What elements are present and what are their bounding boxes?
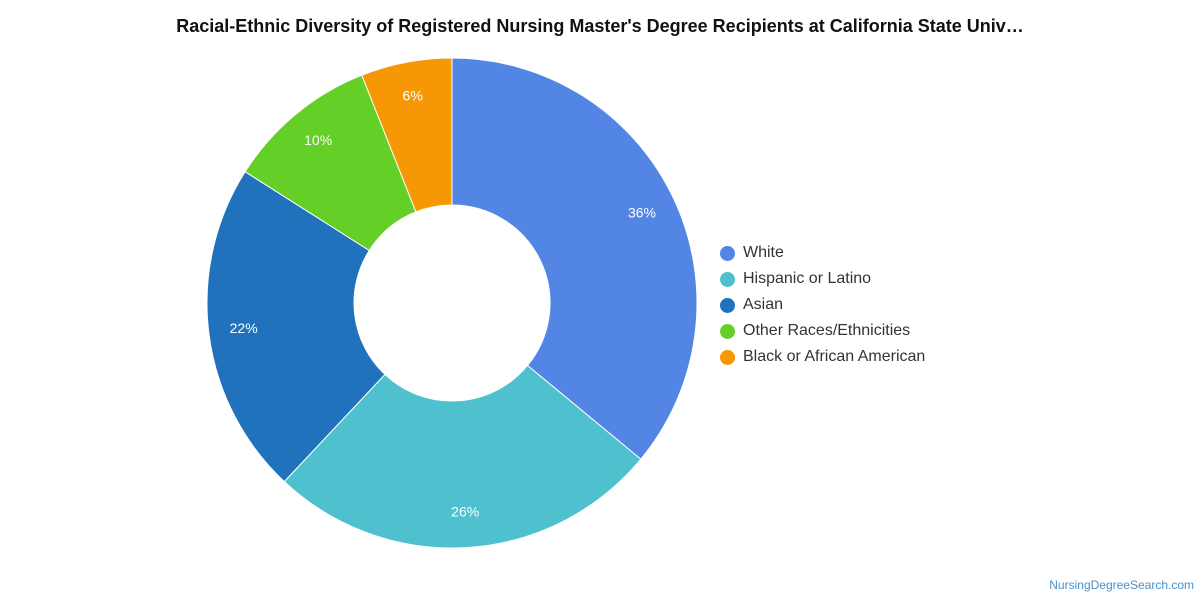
slice-hispanic-or-latino[interactable] — [283, 364, 642, 549]
slice-label: 26% — [451, 503, 479, 519]
legend-swatch — [720, 323, 735, 339]
legend-label: Hispanic or Latino — [743, 270, 872, 287]
legend-swatch — [720, 271, 735, 287]
source-credit[interactable]: NursingDegreeSearch.com — [1049, 578, 1194, 592]
slice-white[interactable] — [451, 57, 698, 460]
slice-label: 36% — [628, 204, 656, 220]
slice-asian[interactable] — [206, 171, 386, 483]
legend-label: White — [743, 244, 784, 261]
legend-item-black-or-african-american[interactable]: Black or African American — [720, 344, 1020, 370]
legend-label: Other Races/Ethnicities — [743, 322, 911, 339]
legend-item-hispanic-or-latino[interactable]: Hispanic or Latino — [720, 266, 1020, 292]
legend-item-white[interactable]: White — [720, 240, 1020, 266]
slice-labels: 36% 26% 22% 10% 6% — [230, 87, 656, 519]
slice-black-or-african-american[interactable] — [361, 57, 453, 213]
legend-swatch — [720, 245, 735, 261]
slice-label: 22% — [230, 320, 258, 336]
slice-label: 6% — [403, 87, 423, 103]
legend-item-asian[interactable]: Asian — [720, 292, 1020, 318]
slice-label: 10% — [304, 132, 332, 148]
donut-slices — [206, 57, 698, 549]
legend-swatch — [720, 349, 735, 365]
legend-item-other-races[interactable]: Other Races/Ethnicities — [720, 318, 1020, 344]
legend: White Hispanic or Latino Asian Other Rac… — [720, 240, 1020, 370]
chart-title: Racial-Ethnic Diversity of Registered Nu… — [176, 16, 1024, 36]
legend-label: Asian — [743, 296, 784, 313]
legend-swatch — [720, 297, 735, 313]
legend-label: Black or African American — [743, 348, 926, 365]
